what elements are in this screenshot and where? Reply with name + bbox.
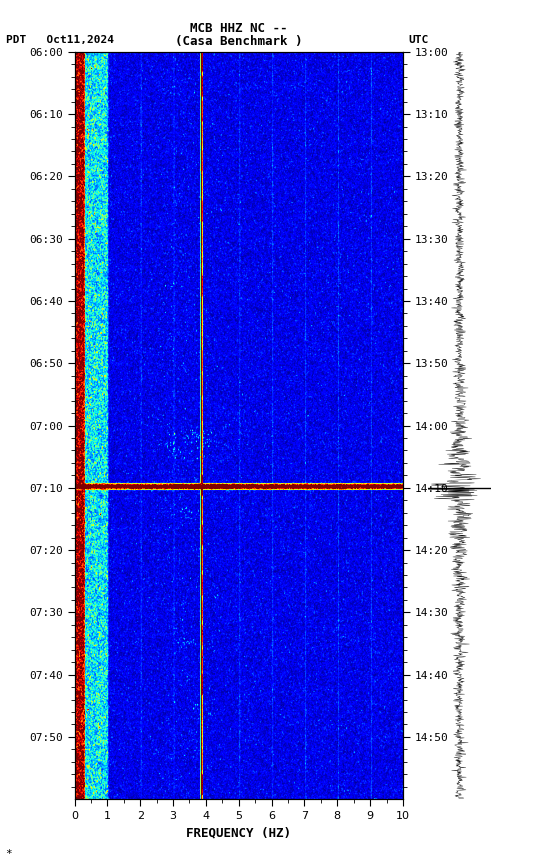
Text: MCB HHZ NC --: MCB HHZ NC -- <box>190 22 288 35</box>
Text: UTC: UTC <box>408 35 429 45</box>
Text: *: * <box>6 849 12 859</box>
Text: (Casa Benchmark ): (Casa Benchmark ) <box>175 35 302 48</box>
Text: PDT   Oct11,2024: PDT Oct11,2024 <box>6 35 114 45</box>
X-axis label: FREQUENCY (HZ): FREQUENCY (HZ) <box>186 827 291 840</box>
